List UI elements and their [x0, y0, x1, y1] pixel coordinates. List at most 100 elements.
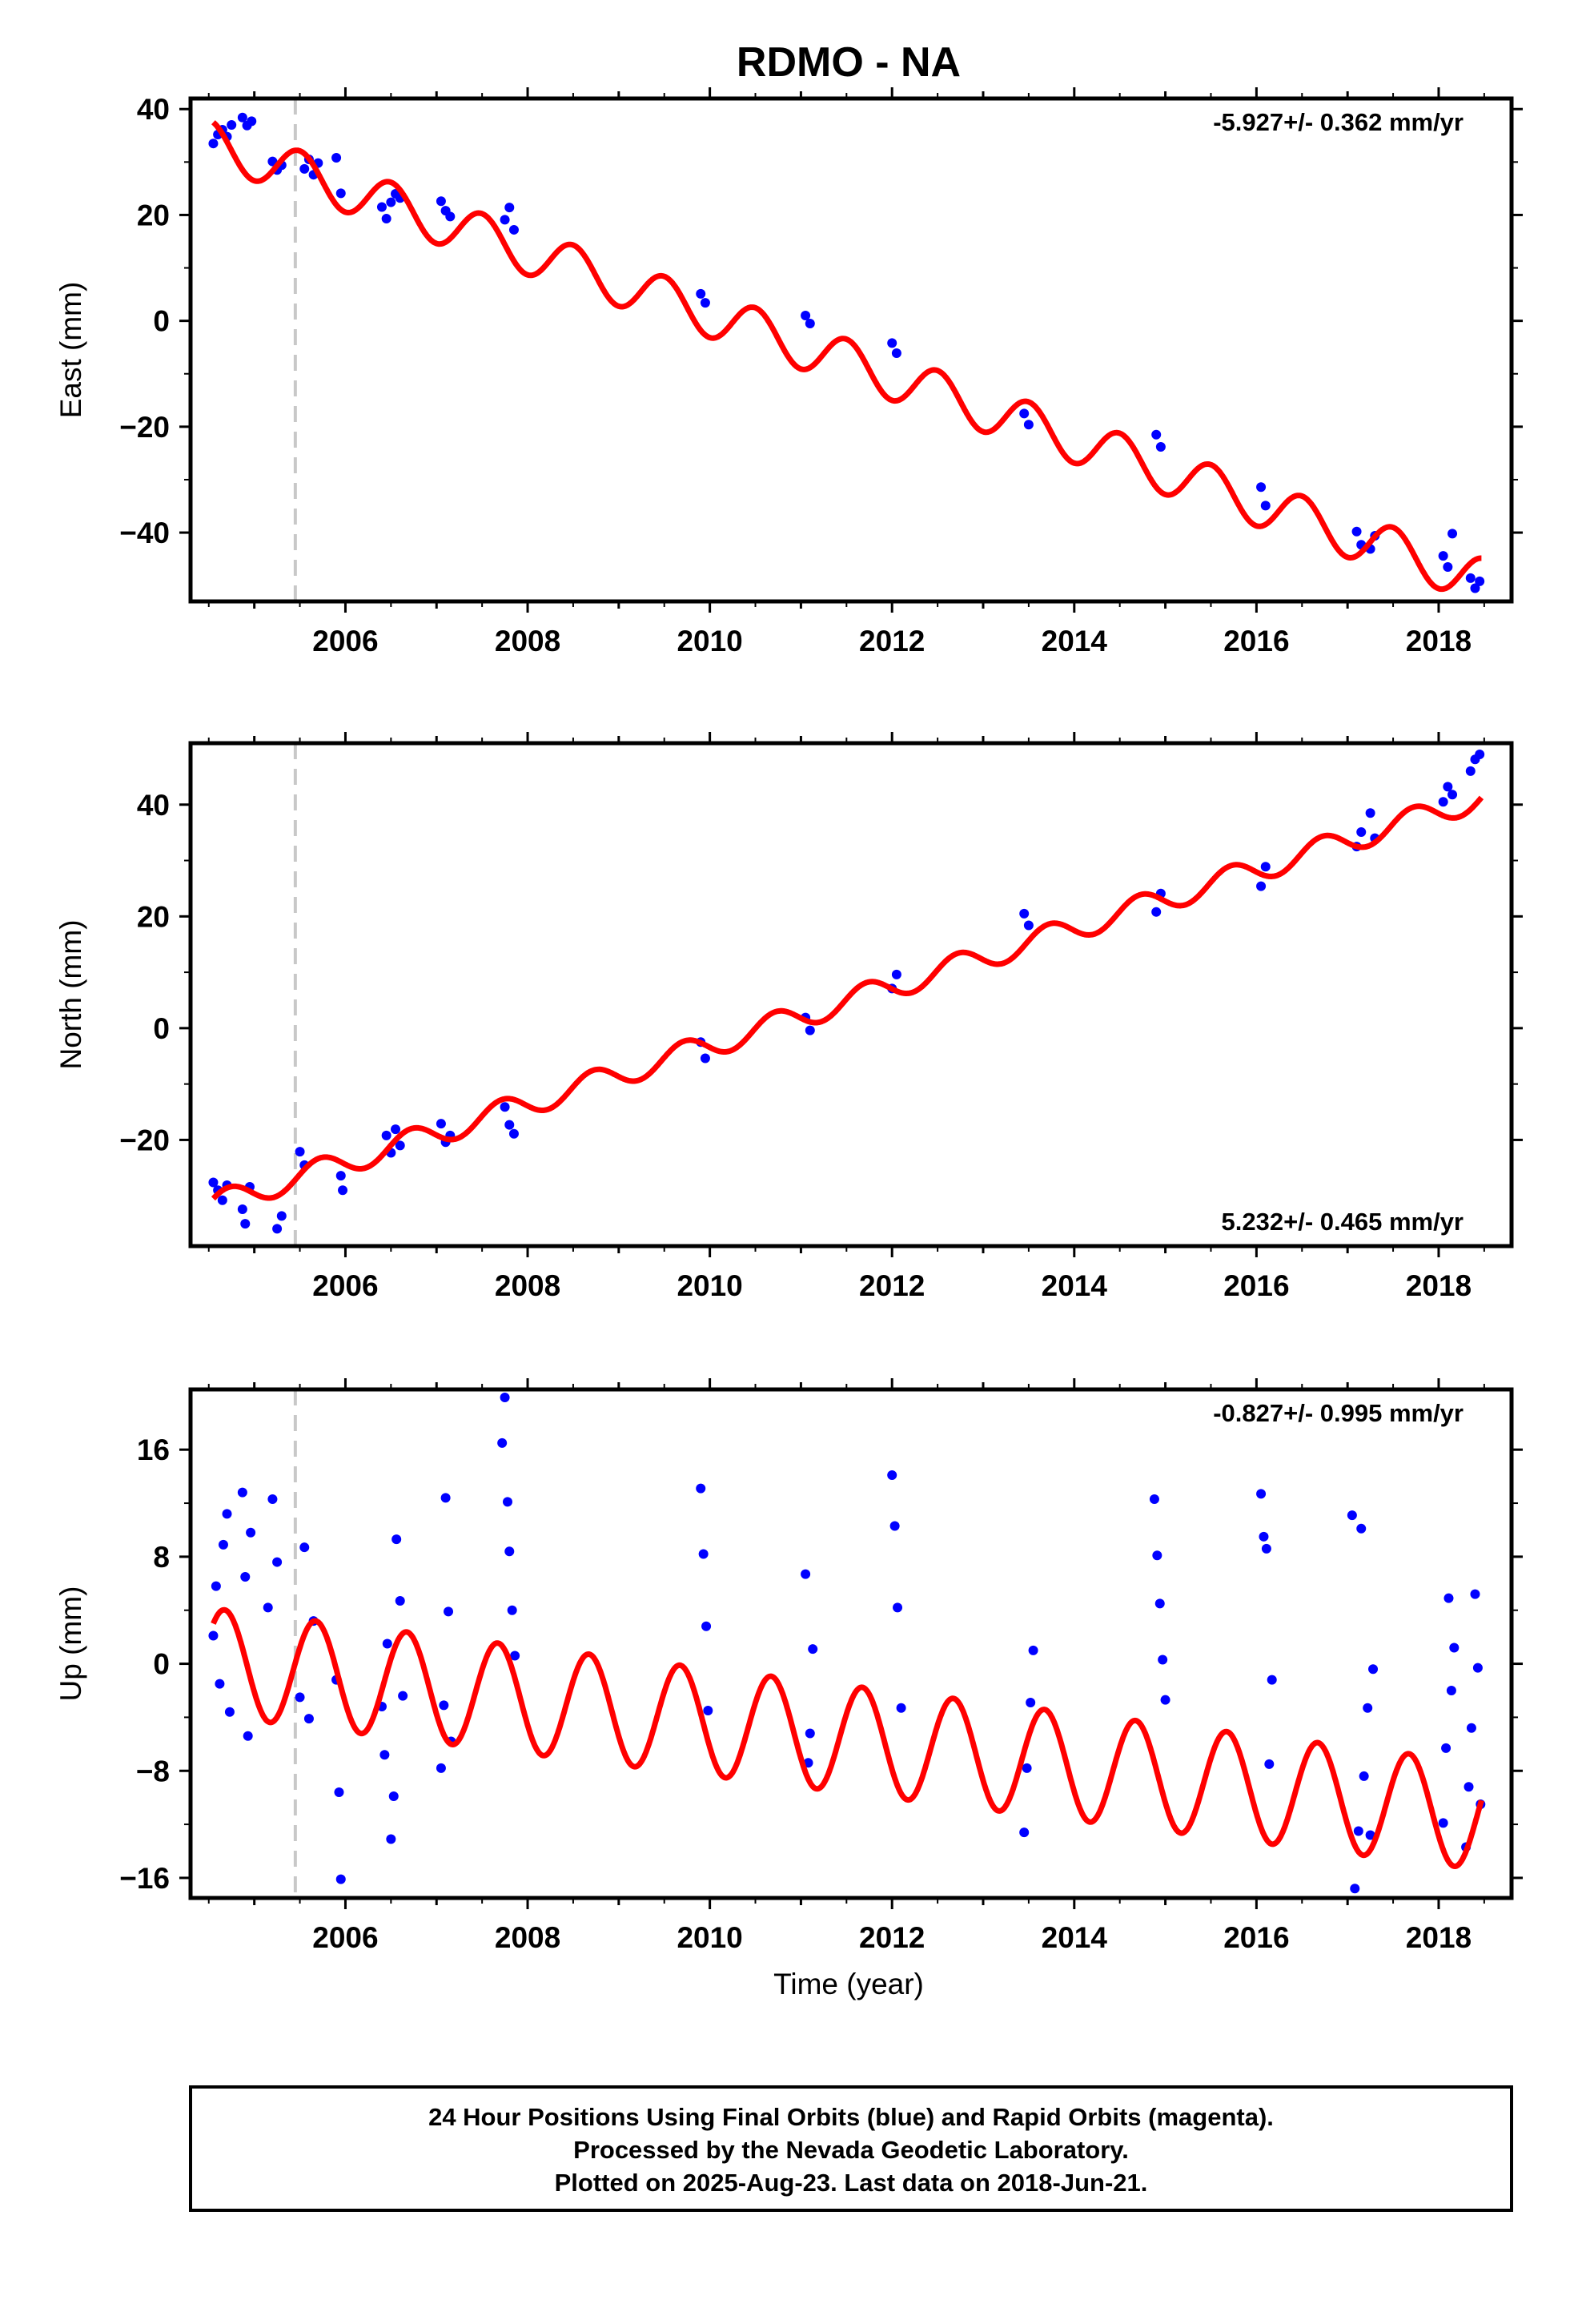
data-point [299, 1542, 310, 1553]
data-point [1363, 1703, 1373, 1713]
x-tick-label: 2016 [1223, 1269, 1289, 1302]
data-point [1154, 1598, 1165, 1609]
data-point [1368, 1664, 1379, 1675]
data-point [439, 1700, 449, 1711]
data-point [237, 112, 247, 123]
data-point [444, 1606, 454, 1617]
data-point [295, 1692, 305, 1703]
data-point [335, 1874, 346, 1884]
data-point [889, 1521, 900, 1531]
data-point [891, 348, 901, 358]
data-point [1353, 1826, 1363, 1836]
y-tick-label: 8 [153, 1541, 170, 1574]
data-point [208, 139, 219, 149]
data-point [504, 1120, 515, 1130]
y-tick-label: 20 [137, 900, 170, 933]
x-tick-label: 2008 [495, 1269, 560, 1302]
data-point [224, 1707, 235, 1717]
data-point [1260, 501, 1271, 511]
data-point [388, 1791, 399, 1801]
data-point [500, 215, 510, 225]
data-point [1155, 441, 1166, 452]
data-point [398, 1691, 408, 1701]
data-point [381, 1130, 391, 1140]
data-point [1449, 1642, 1460, 1653]
y-tick-label: 0 [153, 1012, 170, 1045]
data-point [1443, 782, 1453, 792]
data-point [1475, 749, 1485, 759]
data-point [240, 1571, 251, 1582]
data-point [395, 1596, 405, 1606]
data-point [696, 1483, 706, 1494]
data-point [1350, 1884, 1360, 1894]
data-point [1446, 1685, 1456, 1695]
data-point [1356, 1523, 1367, 1534]
plot-frame [188, 1387, 1514, 1900]
data-point [237, 1204, 247, 1214]
data-point [507, 1605, 517, 1615]
data-layer [208, 112, 1485, 593]
data-point [436, 196, 446, 207]
y-tick-label: −20 [119, 1124, 170, 1156]
velocity-label: 5.232+/- 0.465 mm/yr [1222, 1208, 1464, 1236]
data-point [299, 163, 310, 174]
x-tick-label: 2018 [1406, 1921, 1472, 1954]
data-point [1351, 526, 1362, 537]
plot-frame [188, 741, 1514, 1248]
model-fit-curve [211, 1606, 1484, 1869]
data-point [1464, 1782, 1474, 1792]
x-tick-label: 2014 [1042, 625, 1108, 657]
y-tick-label: −16 [119, 1862, 170, 1895]
data-point [227, 120, 237, 131]
x-tick-label: 2008 [495, 1921, 560, 1954]
data-point [246, 1527, 256, 1538]
up-axis-label: Up (mm) [54, 1586, 87, 1702]
data-point [504, 203, 515, 213]
x-tick-label: 2012 [859, 625, 925, 657]
data-layer [208, 1393, 1486, 1894]
data-point [508, 224, 519, 235]
data-point [1441, 1743, 1452, 1753]
data-point [1365, 808, 1375, 818]
data-point [1365, 1830, 1375, 1840]
data-point [391, 1534, 402, 1545]
x-tick-label: 2006 [312, 625, 378, 657]
north-panel: 2006 2008 2010 2012 2014 2016 2018 −20 0 20 40 Nort… [54, 732, 1523, 1302]
data-point [267, 1494, 278, 1505]
data-point [272, 1224, 283, 1234]
data-point [331, 153, 342, 163]
data-point [386, 197, 396, 207]
data-point [218, 1539, 228, 1550]
chart-title: RDMO - NA [737, 39, 961, 86]
data-point [801, 311, 811, 321]
footer-line-1: 24 Hour Positions Using Final Orbits (bl… [428, 2103, 1274, 2131]
data-point [436, 1763, 446, 1773]
footer-box [189, 2085, 1513, 2212]
data-point [1149, 1494, 1159, 1505]
plot-frame [188, 96, 1514, 604]
east-panel: 2006 2008 2010 2012 2014 2016 2018 −40 −20 0 20 40 E… [54, 87, 1523, 657]
data-point [1438, 551, 1448, 561]
data-point [1260, 862, 1271, 872]
data-point [1026, 1698, 1036, 1708]
data-point [247, 116, 257, 127]
velocity-label: -0.827+/- 0.995 mm/yr [1213, 1399, 1464, 1427]
data-point [1151, 429, 1162, 440]
data-point [215, 1679, 225, 1689]
data-point [887, 1470, 897, 1480]
data-point [1347, 1510, 1357, 1521]
data-point [222, 1509, 232, 1519]
data-point [805, 1728, 815, 1739]
x-tick-label: 2014 [1042, 1921, 1108, 1954]
data-point [1443, 562, 1453, 573]
data-point [701, 1621, 712, 1631]
data-point [1466, 1723, 1476, 1733]
data-point [1447, 790, 1458, 800]
data-point [240, 1219, 251, 1229]
data-point [208, 1630, 219, 1641]
data-point [386, 1834, 396, 1844]
data-point [1465, 766, 1476, 776]
up-panel: 2006 2008 2010 2012 2014 2016 2018 −16 −8 0 8 16 Up … [54, 1378, 1523, 1954]
x-axis-label: Time (year) [773, 1968, 924, 2000]
